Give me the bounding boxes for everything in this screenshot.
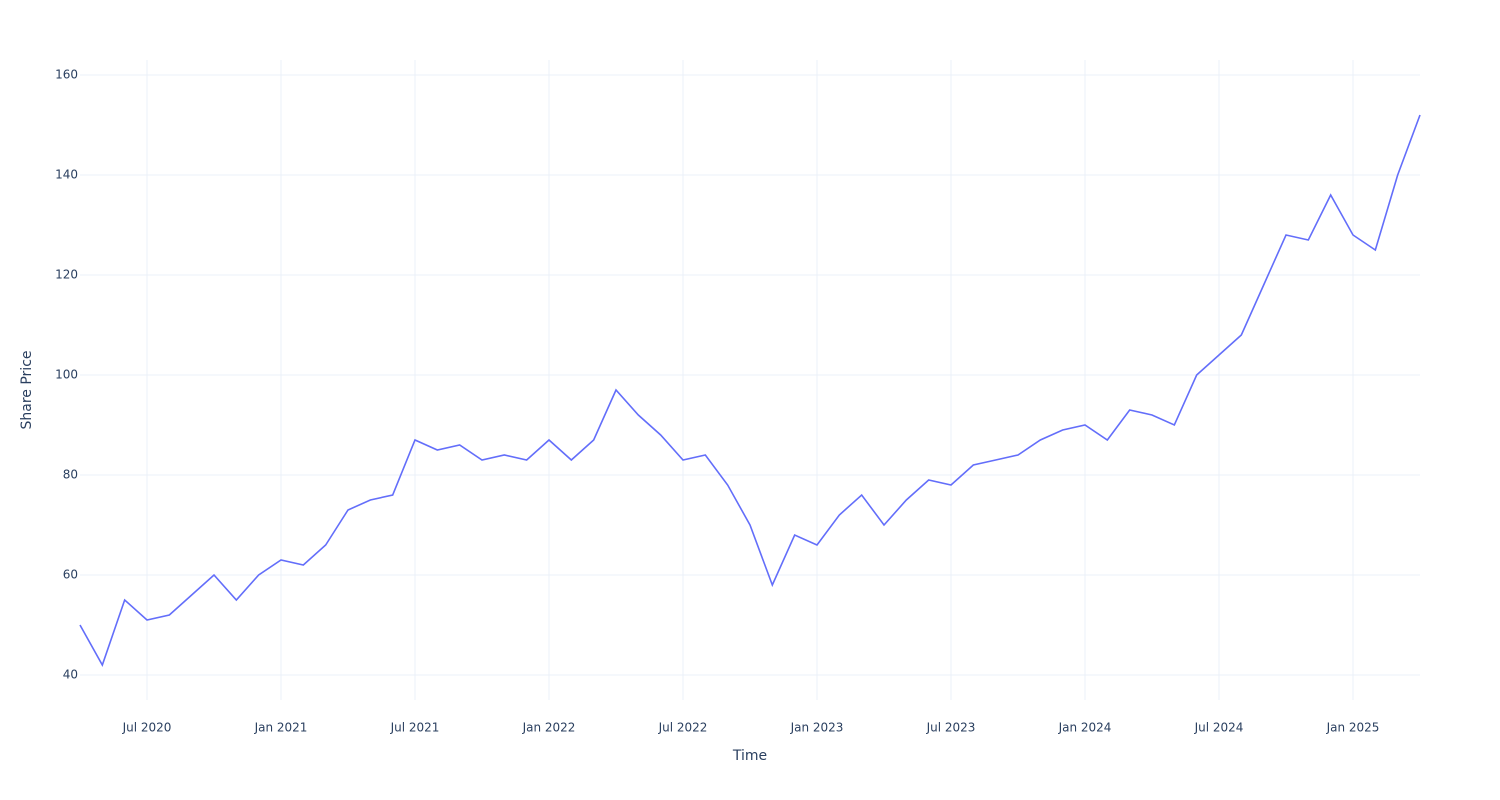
x-tick-label: Jan 2021 [254, 721, 308, 735]
y-tick-label: 140 [55, 168, 78, 182]
x-tick-label: Jul 2021 [390, 721, 440, 735]
x-tick-label: Jul 2022 [658, 721, 708, 735]
y-tick-label: 120 [55, 268, 78, 282]
x-tick-label: Jan 2023 [790, 721, 844, 735]
x-tick-label: Jul 2020 [122, 721, 172, 735]
x-tick-label: Jan 2022 [522, 721, 576, 735]
line-series [79, 114, 1421, 667]
y-tick-label: 100 [55, 368, 78, 382]
y-tick-label: 60 [63, 568, 78, 582]
y-tick-label: 80 [63, 468, 78, 482]
y-tick-label: 40 [63, 668, 78, 682]
y-axis-title: Share Price [19, 350, 35, 429]
y-tick-label: 160 [55, 68, 78, 82]
x-tick-label: Jan 2024 [1058, 721, 1112, 735]
x-axis-title: Time [732, 748, 767, 764]
x-tick-label: Jan 2025 [1326, 721, 1380, 735]
x-tick-label: Jul 2023 [926, 721, 976, 735]
x-tick-label: Jul 2024 [1194, 721, 1244, 735]
